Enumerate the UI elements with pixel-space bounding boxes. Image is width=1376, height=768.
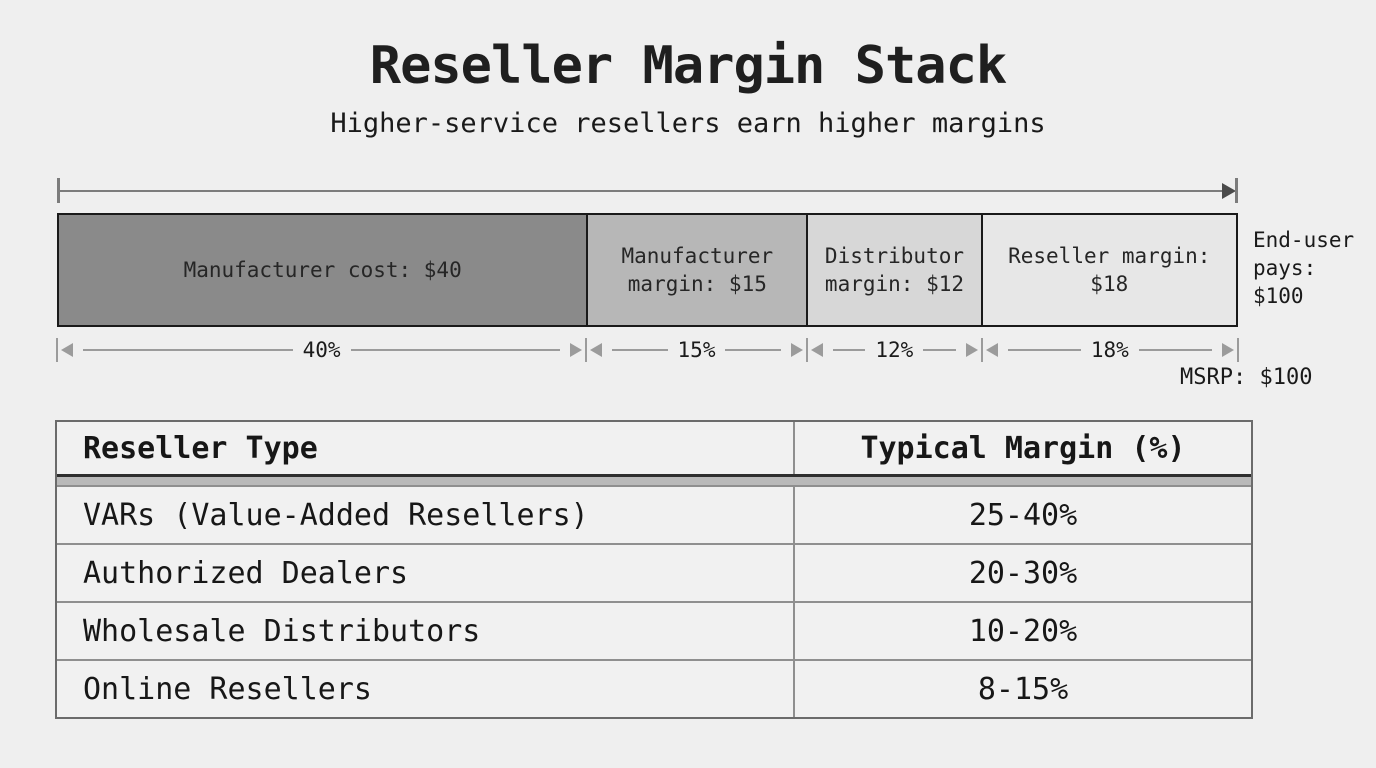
bar-segment: Manufacturer margin: $15 bbox=[586, 215, 807, 325]
table-cell-reseller-type: VARs (Value-Added Resellers) bbox=[83, 497, 589, 533]
arrow-right-icon bbox=[1222, 343, 1234, 357]
table-cell-reseller-type: Wholesale Distributors bbox=[83, 613, 481, 649]
arrow-right-icon bbox=[965, 343, 978, 357]
arrow-left-icon bbox=[590, 343, 603, 357]
bar-segment-label: Distributor margin: $12 bbox=[824, 244, 964, 296]
dimension-arrow: 12% bbox=[807, 336, 982, 364]
dimension-percent-label: 15% bbox=[677, 338, 716, 362]
table-header-row: Reseller Type Typical Margin (%) bbox=[57, 422, 1251, 477]
bar-segment-label: Manufacturer cost: $40 bbox=[183, 258, 462, 282]
arrow-line bbox=[83, 349, 293, 351]
dimension-boundary-tick bbox=[56, 338, 58, 362]
dimension-percent-label: 18% bbox=[1090, 338, 1129, 362]
dimension-arrow: 15% bbox=[586, 336, 807, 364]
arrow-right-icon bbox=[790, 343, 803, 357]
end-user-pays-label: End-user pays: $100 bbox=[1253, 228, 1355, 308]
table-cell-reseller-type: Online Resellers bbox=[83, 671, 372, 707]
table-row: Online Resellers 8-15% bbox=[57, 659, 1251, 717]
arrow-left-icon bbox=[61, 343, 73, 357]
bar-segment-label: Manufacturer margin: $15 bbox=[621, 244, 774, 296]
arrow-line bbox=[725, 349, 781, 351]
arrow-line bbox=[612, 349, 668, 351]
msrp-label: MSRP: $100 bbox=[1180, 365, 1313, 390]
table-cell-typical-margin: 20-30% bbox=[793, 545, 1251, 601]
stacked-bar: Manufacturer cost: $40 Manufacturer marg… bbox=[57, 213, 1238, 327]
bar-segment: Reseller margin: $18 bbox=[980, 215, 1236, 325]
dimension-percent-label: 12% bbox=[875, 338, 914, 362]
dimension-arrows: 40% 15% 12% 18% bbox=[56, 336, 1239, 364]
table-header-reseller-type: Reseller Type bbox=[83, 430, 318, 466]
table-row: Authorized Dealers 20-30% bbox=[57, 543, 1251, 601]
arrow-left-icon bbox=[810, 343, 823, 357]
arrow-line bbox=[832, 349, 866, 351]
arrow-line bbox=[923, 349, 956, 351]
dimension-boundary-tick bbox=[980, 338, 983, 362]
total-span-arrow bbox=[57, 178, 1238, 203]
dimension-arrow: 40% bbox=[57, 336, 586, 364]
dimension-boundary-tick bbox=[805, 338, 808, 362]
dimension-boundary-tick bbox=[1237, 338, 1239, 362]
table-cell-typical-margin: 25-40% bbox=[793, 487, 1251, 543]
bar-segment-label: Reseller margin: $18 bbox=[1008, 244, 1211, 296]
bar-segment: Distributor margin: $12 bbox=[806, 215, 981, 325]
arrow-line bbox=[1007, 349, 1081, 351]
arrow-line bbox=[1138, 349, 1212, 351]
dimension-percent-label: 40% bbox=[302, 338, 341, 362]
dimension-boundary-tick bbox=[585, 338, 588, 362]
table-header-divider bbox=[57, 477, 1251, 485]
bar-segment: Manufacturer cost: $40 bbox=[59, 215, 587, 325]
arrow-left-icon bbox=[985, 343, 998, 357]
span-arrow-left-tick bbox=[57, 178, 60, 203]
arrow-right-icon bbox=[570, 343, 583, 357]
table-header-typical-margin: Typical Margin (%) bbox=[793, 422, 1251, 474]
span-arrow-right-tick bbox=[1235, 178, 1238, 203]
table-cell-reseller-type: Authorized Dealers bbox=[83, 555, 409, 591]
table-cell-typical-margin: 10-20% bbox=[793, 603, 1251, 659]
reseller-margin-table: Reseller Type Typical Margin (%) VARs (V… bbox=[55, 420, 1253, 719]
arrow-line bbox=[350, 349, 561, 351]
span-arrow-head-icon bbox=[1222, 182, 1236, 199]
table-cell-typical-margin: 8-15% bbox=[793, 661, 1251, 717]
page-subtitle: Higher-service resellers earn higher mar… bbox=[330, 108, 1046, 139]
table-row: Wholesale Distributors 10-20% bbox=[57, 601, 1251, 659]
table-row: VARs (Value-Added Resellers) 25-40% bbox=[57, 485, 1251, 543]
span-arrow-line bbox=[60, 189, 1222, 192]
page-title: Reseller Margin Stack bbox=[369, 36, 1007, 96]
dimension-arrow: 18% bbox=[982, 336, 1238, 364]
